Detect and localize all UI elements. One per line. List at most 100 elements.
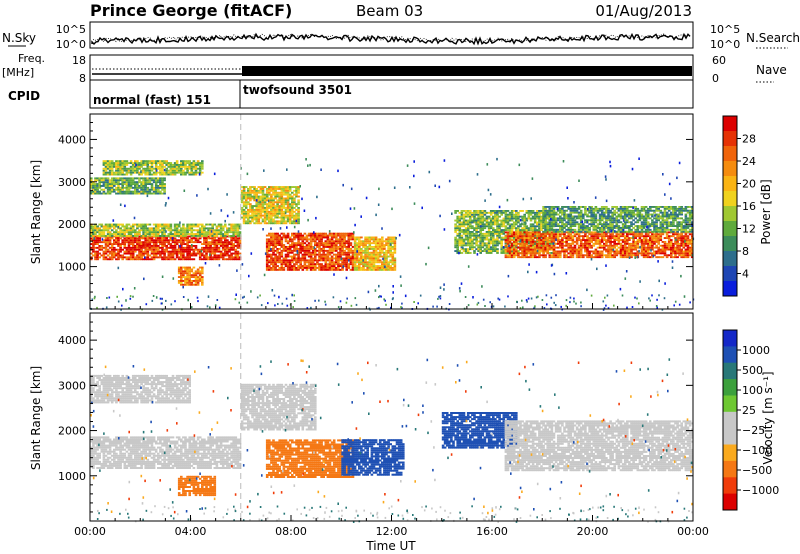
scatter-cell <box>136 231 139 234</box>
scatter-cell <box>265 216 269 219</box>
scatter-cell <box>148 165 152 168</box>
cpid-label: CPID <box>8 89 40 103</box>
scatter-cell <box>286 218 290 221</box>
scatter-cell <box>473 246 476 249</box>
frequency-left-tick-top: 18 <box>72 54 86 67</box>
scatter-cell <box>381 265 384 267</box>
scatter-cell <box>110 258 114 261</box>
scatter-cell <box>487 234 491 237</box>
scatter-cell <box>280 193 284 196</box>
scatter-cell <box>234 229 238 232</box>
scatter-cell <box>186 272 189 275</box>
scatter-cell <box>381 248 384 250</box>
scatter-cell <box>131 256 135 259</box>
scatter-cell <box>479 244 482 247</box>
scatter-cell <box>142 231 145 234</box>
scatter-cell <box>163 223 166 226</box>
scatter-cell <box>270 188 273 190</box>
scatter-cell <box>98 241 101 244</box>
scatter-cell <box>546 239 549 241</box>
scatter-cell <box>364 263 367 266</box>
scatter-cell <box>236 237 240 240</box>
scatter-cell <box>148 190 152 193</box>
scatter-cell <box>102 235 106 237</box>
scatter-cell <box>347 242 351 245</box>
scatter-cell <box>169 235 173 237</box>
scatter-cell <box>209 231 212 234</box>
scatter-cell <box>173 250 177 253</box>
scatter-cell <box>351 246 355 248</box>
scatter-cell <box>542 242 545 245</box>
scatter-cell <box>265 212 269 215</box>
scatter-cell <box>127 227 131 230</box>
scatter-cell <box>184 266 187 269</box>
scatter-cell <box>167 229 171 232</box>
scatter-cell <box>144 256 147 259</box>
scatter-cell <box>238 223 242 226</box>
scatter-cell <box>152 188 156 191</box>
scatter-cell <box>154 190 158 193</box>
scatter-cell <box>523 229 526 231</box>
scatter-cell <box>318 242 321 245</box>
scatter-cell <box>347 232 351 235</box>
scatter-cell <box>102 254 106 257</box>
scatter-cell <box>355 265 359 267</box>
scatter-cell <box>349 234 353 237</box>
scatter-cell <box>274 268 277 271</box>
scatter-cell <box>385 253 388 256</box>
scatter-cell <box>393 238 397 241</box>
scatter-cell <box>272 212 275 215</box>
scatter-cell <box>385 263 388 266</box>
scatter-cell <box>464 229 468 231</box>
nave-right-tick-top: 60 <box>712 54 726 67</box>
scatter-cell <box>234 245 238 247</box>
scatter-cell <box>303 236 307 239</box>
scatter-cell <box>362 267 365 269</box>
scatter-cell <box>288 216 292 219</box>
scatter-cell <box>230 248 233 251</box>
scatter-cell <box>175 243 179 245</box>
scatter-cell <box>343 232 346 235</box>
scatter-cell <box>171 235 175 237</box>
scatter-cell <box>391 257 395 260</box>
scatter-cell <box>90 177 93 180</box>
scatter-cell <box>198 276 202 278</box>
scatter-cell <box>117 181 120 184</box>
scatter-cell <box>508 223 512 226</box>
scatter-cell <box>177 235 181 237</box>
scatter-cell <box>364 257 367 260</box>
scatter-cell <box>502 232 506 235</box>
scatter-cell <box>157 186 160 189</box>
scatter-cell <box>485 250 489 252</box>
scatter-cell <box>523 217 526 220</box>
scatter-cell <box>332 257 336 260</box>
scatter-cell <box>123 186 127 189</box>
scatter-cell <box>268 222 271 225</box>
scatter-cell <box>517 225 520 228</box>
scatter-cell <box>249 203 252 206</box>
scatter-cell <box>494 242 497 245</box>
scatter-cell <box>131 179 135 182</box>
scatter-cell <box>221 233 225 235</box>
scatter-cell <box>385 268 388 271</box>
scatter-cell <box>125 223 129 226</box>
scatter-cell <box>138 192 141 195</box>
scatter-cell <box>510 239 514 241</box>
scatter-cell <box>129 186 133 189</box>
scatter-cell <box>462 225 466 228</box>
scatter-cell <box>188 248 191 251</box>
scatter-cell <box>180 167 183 170</box>
scatter-cell <box>483 227 487 230</box>
scatter-cell <box>337 265 340 267</box>
scatter-cell <box>355 268 359 271</box>
scatter-cell <box>182 225 185 228</box>
scatter-cell <box>184 162 187 164</box>
scatter-cell <box>341 244 344 246</box>
scatter-cell <box>272 197 275 200</box>
scatter-cell <box>125 183 129 185</box>
scatter-cell <box>265 251 269 254</box>
scatter-cell <box>318 265 321 267</box>
scatter-cell <box>282 261 286 264</box>
scatter-cell <box>492 210 495 212</box>
scatter-cell <box>337 255 340 258</box>
